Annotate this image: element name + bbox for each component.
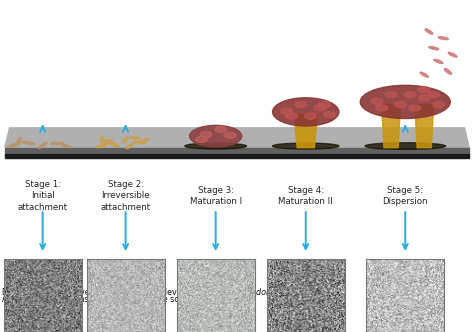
Ellipse shape — [281, 108, 292, 114]
Ellipse shape — [438, 37, 448, 40]
Ellipse shape — [50, 142, 64, 145]
Ellipse shape — [109, 142, 119, 147]
Ellipse shape — [200, 131, 212, 137]
Ellipse shape — [404, 92, 416, 98]
Ellipse shape — [100, 139, 113, 143]
Ellipse shape — [428, 92, 440, 98]
Ellipse shape — [140, 138, 149, 142]
Ellipse shape — [214, 126, 227, 132]
Ellipse shape — [285, 113, 298, 119]
Ellipse shape — [444, 68, 452, 74]
Ellipse shape — [314, 105, 326, 111]
Ellipse shape — [418, 87, 430, 93]
Text: All photomicrographs are shown to same scale.: All photomicrographs are shown to same s… — [2, 295, 194, 304]
Ellipse shape — [100, 136, 103, 142]
Polygon shape — [382, 105, 401, 148]
Ellipse shape — [8, 143, 21, 147]
Ellipse shape — [273, 98, 339, 126]
Ellipse shape — [273, 143, 339, 149]
Text: Stage 4:
Maturation II: Stage 4: Maturation II — [278, 186, 333, 206]
Ellipse shape — [22, 141, 35, 145]
Text: Stage 2:
Irreversible
attachment: Stage 2: Irreversible attachment — [100, 180, 151, 212]
Polygon shape — [294, 115, 318, 148]
Ellipse shape — [365, 143, 446, 149]
Ellipse shape — [448, 52, 457, 57]
Ellipse shape — [195, 136, 208, 142]
Ellipse shape — [409, 105, 421, 111]
Ellipse shape — [295, 102, 307, 108]
Ellipse shape — [360, 85, 450, 119]
Ellipse shape — [375, 105, 387, 111]
Ellipse shape — [123, 136, 128, 143]
Ellipse shape — [224, 132, 236, 138]
Ellipse shape — [385, 92, 397, 98]
Ellipse shape — [394, 102, 406, 108]
Ellipse shape — [420, 72, 428, 77]
Ellipse shape — [62, 144, 71, 148]
Text: Diagram showing five stages of biofilm development of: Diagram showing five stages of biofilm d… — [2, 288, 228, 297]
Ellipse shape — [418, 95, 430, 101]
Ellipse shape — [96, 144, 108, 148]
Text: Stage 3:
Maturation I: Stage 3: Maturation I — [190, 186, 242, 206]
Ellipse shape — [371, 98, 383, 104]
Ellipse shape — [425, 29, 433, 34]
Polygon shape — [5, 154, 469, 158]
Ellipse shape — [429, 46, 438, 50]
Polygon shape — [5, 148, 469, 154]
Text: Stage 1:
Initial
attachment: Stage 1: Initial attachment — [18, 180, 68, 212]
Ellipse shape — [323, 112, 336, 118]
Polygon shape — [415, 105, 434, 148]
Ellipse shape — [126, 143, 135, 149]
Text: Stage 5:
Dispersion: Stage 5: Dispersion — [383, 186, 428, 206]
Polygon shape — [5, 128, 469, 148]
Ellipse shape — [304, 113, 317, 119]
Ellipse shape — [130, 137, 140, 139]
Ellipse shape — [185, 143, 246, 149]
Ellipse shape — [319, 102, 331, 108]
Text: Pseudomonas aeruginosa.: Pseudomonas aeruginosa. — [237, 288, 342, 297]
Ellipse shape — [434, 59, 443, 63]
Ellipse shape — [17, 137, 21, 143]
Ellipse shape — [432, 102, 445, 108]
Ellipse shape — [38, 142, 47, 148]
Ellipse shape — [134, 141, 146, 144]
Ellipse shape — [190, 125, 242, 147]
